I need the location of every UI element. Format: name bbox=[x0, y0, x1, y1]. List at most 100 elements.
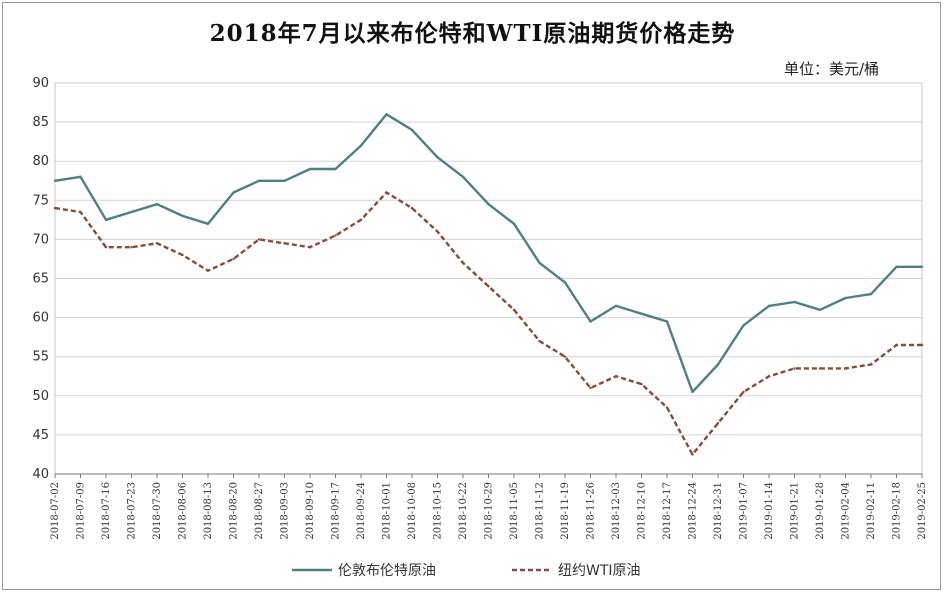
series-2-point bbox=[53, 206, 57, 210]
series-1-point bbox=[53, 179, 57, 182]
series-1-point bbox=[614, 304, 618, 308]
series-1-point bbox=[155, 203, 159, 206]
y-tick-label: 45 bbox=[32, 428, 49, 443]
series-2-point bbox=[691, 453, 694, 456]
series-1-point bbox=[793, 300, 796, 304]
x-tick-label: 2018-10-01 bbox=[382, 482, 393, 540]
series-1-point bbox=[385, 113, 388, 116]
legend: 伦敦布伦特原油 纽约WTI原油 bbox=[292, 563, 641, 579]
series-2-point bbox=[181, 253, 184, 257]
series-2-point bbox=[818, 367, 822, 370]
series-2-point bbox=[385, 191, 388, 194]
series-2-point bbox=[283, 242, 286, 245]
x-tick-label: 2018-10-08 bbox=[407, 482, 418, 540]
x-tick-label: 2018-09-03 bbox=[280, 482, 291, 540]
series-1-point bbox=[589, 320, 592, 323]
series-lines bbox=[53, 113, 924, 456]
series-2-point bbox=[308, 246, 312, 249]
series-2-point bbox=[359, 218, 363, 222]
series-2-point bbox=[410, 206, 414, 210]
x-tick-label: 2018-11-19 bbox=[560, 482, 571, 540]
series-1-point bbox=[895, 265, 898, 268]
series-1-point bbox=[716, 363, 720, 366]
x-tick-label: 2019-02-04 bbox=[841, 482, 852, 540]
x-tick-label: 2018-08-27 bbox=[254, 482, 265, 540]
x-tick-label: 2018-07-16 bbox=[101, 482, 112, 540]
x-tick-label: 2018-10-29 bbox=[484, 482, 495, 540]
series-1-point bbox=[130, 210, 133, 214]
series-1-point bbox=[283, 179, 286, 182]
series-1-point bbox=[232, 191, 235, 194]
series-1-point bbox=[844, 296, 847, 300]
series-1-point bbox=[640, 312, 643, 315]
x-tick-label: 2018-08-20 bbox=[229, 482, 240, 540]
x-tick-label: 2018-07-09 bbox=[76, 482, 87, 540]
series-2-point bbox=[461, 261, 465, 265]
series-2-point bbox=[614, 375, 618, 378]
series-1-point bbox=[767, 304, 771, 308]
series-2-point bbox=[665, 406, 669, 409]
x-tick-label: 2018-12-03 bbox=[611, 482, 622, 540]
series-2-point bbox=[589, 386, 592, 390]
chart-title: 2018年7月以来布伦特和WTI原油期货价格走势 bbox=[209, 20, 736, 47]
x-tick-label: 2018-09-24 bbox=[356, 482, 367, 540]
x-tick-label: 2018-11-05 bbox=[509, 482, 520, 540]
series-1-point bbox=[308, 167, 312, 171]
series-2-point bbox=[512, 308, 516, 311]
y-tick-label: 75 bbox=[32, 193, 49, 208]
x-tick-label: 2018-12-17 bbox=[662, 482, 673, 540]
series-2-point bbox=[716, 421, 720, 425]
series-1-point bbox=[104, 218, 108, 222]
series-1-point bbox=[461, 175, 465, 179]
y-tick-label: 55 bbox=[32, 350, 49, 365]
y-tick-label: 70 bbox=[32, 232, 49, 247]
series-1-point bbox=[79, 175, 82, 179]
series-1-point bbox=[691, 390, 694, 394]
series-2-point bbox=[206, 269, 210, 272]
y-tick-label: 90 bbox=[32, 76, 49, 91]
series-2-point bbox=[232, 257, 235, 261]
series-1-point bbox=[181, 214, 184, 218]
series-1-point bbox=[538, 261, 541, 265]
series-1-point bbox=[410, 128, 414, 132]
x-tick-label: 2019-02-11 bbox=[866, 482, 877, 540]
legend-label-1: 伦敦布伦特原油 bbox=[338, 563, 436, 579]
grid-lines bbox=[54, 82, 923, 475]
series-1-point bbox=[257, 179, 261, 182]
x-axis: 2018-07-02 2018-07-09 2018-07-16 2018-07-23… bbox=[50, 474, 928, 540]
series-2-point bbox=[487, 285, 490, 288]
legend-label-2: 纽约WTI原油 bbox=[558, 563, 641, 579]
series-2-point bbox=[742, 390, 745, 394]
series-1-point bbox=[920, 265, 924, 268]
x-tick-label: 2018-10-15 bbox=[433, 482, 444, 540]
unit-label: 单位：美元/桶 bbox=[783, 60, 879, 78]
series-2-point bbox=[844, 367, 847, 370]
x-tick-label: 2019-01-07 bbox=[739, 482, 750, 540]
x-tick-label: 2018-12-31 bbox=[713, 482, 724, 540]
series-2-point bbox=[793, 367, 796, 370]
x-tick-label: 2018-08-06 bbox=[178, 482, 189, 540]
series-2-point bbox=[563, 355, 567, 358]
series-1-point bbox=[206, 222, 210, 225]
series-2-point bbox=[436, 230, 439, 233]
series-2-point bbox=[895, 343, 898, 347]
x-tick-label: 2019-01-28 bbox=[815, 482, 826, 540]
series-1-point bbox=[436, 156, 439, 159]
x-tick-label: 2019-01-21 bbox=[790, 482, 801, 540]
y-tick-label: 50 bbox=[32, 389, 49, 404]
series-2-point bbox=[130, 246, 133, 249]
x-tick-label: 2018-09-17 bbox=[331, 482, 342, 540]
x-tick-label: 2018-12-10 bbox=[637, 482, 648, 540]
x-tick-label: 2018-07-30 bbox=[152, 482, 163, 540]
x-tick-label: 2018-07-02 bbox=[50, 482, 61, 540]
y-tick-label: 80 bbox=[32, 154, 49, 169]
series-2-point bbox=[767, 375, 771, 378]
series-2-point bbox=[257, 238, 261, 241]
x-tick-label: 2018-07-23 bbox=[127, 482, 138, 540]
series-1-point bbox=[742, 324, 745, 327]
series-2-point bbox=[79, 210, 82, 214]
x-tick-label: 2018-10-22 bbox=[458, 482, 469, 540]
y-tick-label: 85 bbox=[32, 115, 49, 130]
series-2-point bbox=[155, 242, 159, 245]
